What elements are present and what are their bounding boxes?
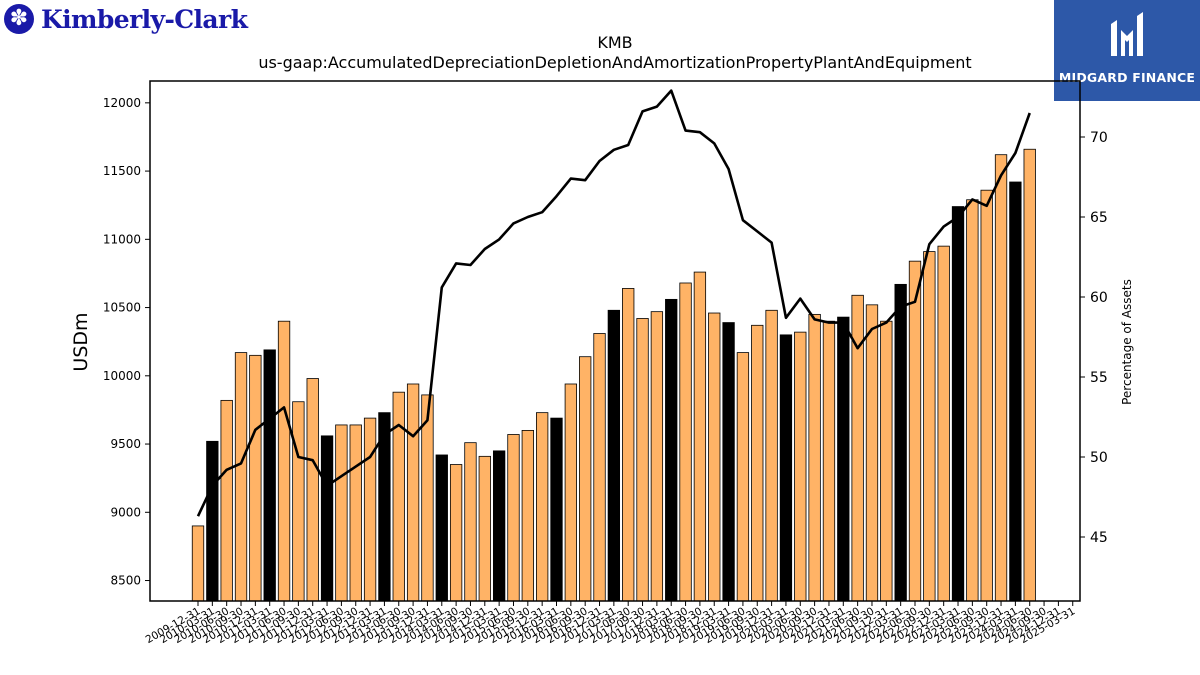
bar-quarter [765, 309, 778, 602]
bar-quarter [708, 312, 721, 602]
chart-subtitle: us-gaap:AccumulatedDepreciationDepletion… [258, 53, 971, 72]
bar-quarter [363, 417, 377, 602]
plot-frame [149, 80, 1081, 602]
bar-quarter [220, 399, 233, 602]
bar-quarter [564, 383, 577, 602]
bar-quarter [923, 251, 936, 602]
bar-annual [894, 283, 907, 602]
bar-quarter [966, 199, 979, 602]
bar-quarter [751, 324, 764, 602]
y2-tick-label: 45 [1090, 530, 1108, 546]
bar-quarter [392, 391, 405, 602]
bar-quarter [880, 320, 893, 602]
bar-quarter [406, 383, 420, 602]
bar-quarter [650, 311, 664, 602]
bar-quarter [521, 429, 534, 602]
bar-quarter [507, 434, 520, 602]
y2-tick-label: 60 [1090, 290, 1108, 306]
kimberly-clark-emblem-icon: ✽ [4, 4, 34, 34]
y2-tick-label: 65 [1090, 210, 1108, 226]
bar-quarter [994, 154, 1008, 602]
percentage-line [196, 89, 1031, 517]
y-tick-label: 9000 [110, 505, 141, 519]
bar-quarter [449, 464, 463, 602]
bar-annual [435, 454, 448, 602]
bar-annual [665, 298, 678, 602]
axes: 8500 9000 9500 10000 10500 11000 11500 12000 45 5… [103, 80, 1108, 646]
bar-annual [320, 435, 334, 602]
bar-series [191, 148, 1036, 602]
company-logo-text: Kimberly-Clark [41, 4, 248, 34]
bar-quarter [908, 260, 922, 602]
bar-quarter [1023, 148, 1036, 602]
y2-axis-label: Percentage of Assets [1120, 279, 1134, 405]
bar-annual [492, 450, 506, 602]
bar-quarter [464, 442, 477, 602]
bar-quarter [865, 304, 879, 602]
bar-annual [550, 417, 563, 602]
bar-annual [779, 334, 793, 602]
y2-tick-label: 55 [1090, 370, 1108, 386]
bar-quarter [794, 331, 807, 602]
y2-tick-label: 70 [1090, 130, 1108, 146]
y-tick-label: 9500 [110, 437, 141, 451]
bar-quarter [693, 271, 707, 602]
bar-quarter [622, 288, 635, 602]
bar-quarter [808, 313, 821, 602]
bar-quarter [249, 354, 262, 602]
midgard-m-icon [1111, 12, 1143, 56]
bar-quarter [306, 378, 319, 602]
bar-quarter [579, 356, 592, 602]
midgard-finance-badge: MIDGARD FINANCE [1054, 0, 1200, 101]
bar-annual [206, 440, 219, 602]
bar-annual [951, 206, 965, 602]
bar-annual [607, 309, 621, 602]
bar-quarter [822, 320, 836, 602]
y-axis-label: USDm [70, 312, 92, 371]
bar-annual [263, 349, 276, 602]
bar-quarter [191, 525, 205, 602]
y-tick-label: 10500 [103, 301, 141, 315]
bar-quarter [335, 424, 348, 602]
y-tick-label: 8500 [110, 574, 141, 588]
bar-quarter [478, 455, 491, 602]
y-tick-label: 11500 [103, 164, 141, 178]
chart-title: KMB [597, 33, 632, 52]
kimberly-clark-logo: ✽ Kimberly-Clark [4, 3, 248, 35]
bar-quarter [277, 320, 291, 602]
y-tick-label: 10000 [103, 369, 141, 383]
bar-quarter [349, 424, 362, 602]
bar-annual [722, 322, 735, 602]
bar-quarter [937, 245, 950, 602]
bar-quarter [234, 352, 248, 602]
y2-tick-label: 50 [1090, 450, 1108, 466]
bar-quarter [536, 412, 549, 602]
bar-quarter [736, 352, 750, 602]
y-tick-label: 12000 [103, 96, 141, 110]
bar-quarter [636, 318, 649, 602]
bar-quarter [593, 333, 606, 602]
y-tick-label: 11000 [103, 232, 141, 246]
bar-annual [1009, 181, 1022, 602]
partner-name: MIDGARD FINANCE [1058, 70, 1196, 85]
bar-quarter [980, 189, 993, 602]
bar-quarter [679, 282, 692, 602]
bar-quarter [292, 401, 305, 602]
line-series [196, 89, 1031, 517]
bar-annual [837, 316, 850, 602]
